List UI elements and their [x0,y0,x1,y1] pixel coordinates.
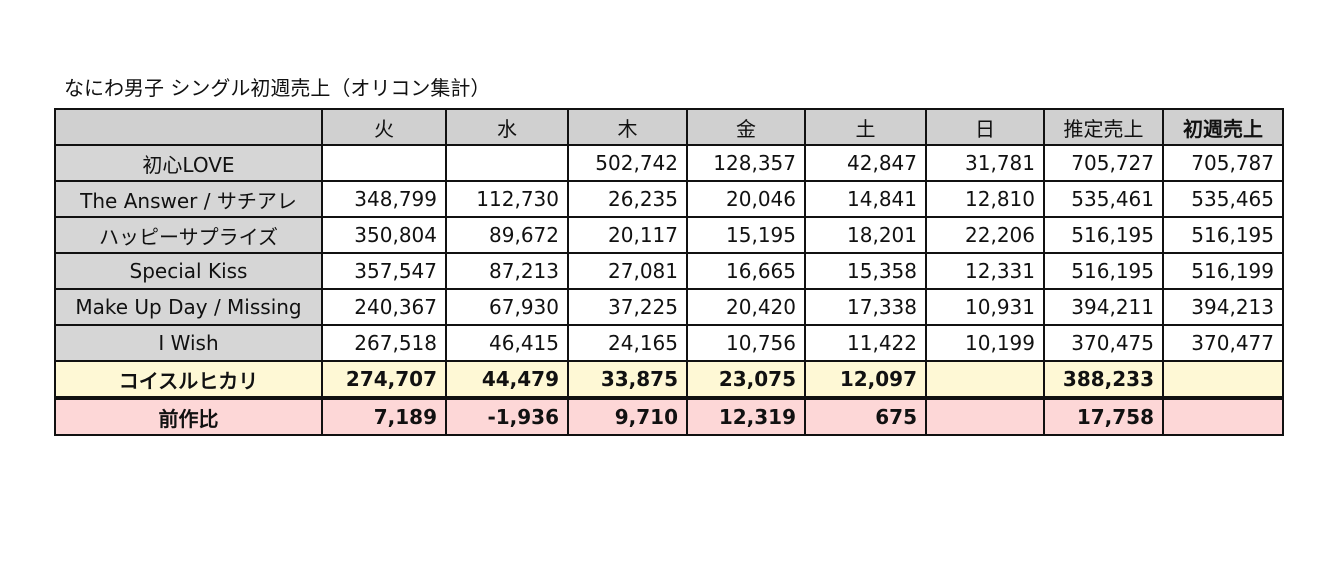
current-single-row: コイスルヒカリ 274,707 44,479 33,875 23,075 12,… [54,360,1284,399]
cell-sun: 12,810 [925,180,1045,218]
cell-wed [445,144,569,182]
diff-cell-tue: 7,189 [321,396,447,436]
current-cell-wed: 44,479 [445,360,569,399]
table-row: 初心LOVE 502,742 128,357 42,847 31,781 705… [54,144,1284,182]
cell-wed: 112,730 [445,180,569,218]
cell-sun: 12,331 [925,252,1045,290]
single-name: 初心LOVE [54,144,323,182]
cell-first-week: 394,213 [1162,288,1284,326]
table-row: Special Kiss 357,547 87,213 27,081 16,66… [54,252,1284,290]
current-cell-first-week [1162,360,1284,399]
single-name: ハッピーサプライズ [54,216,323,254]
table-row: The Answer / サチアレ 348,799 112,730 26,235… [54,180,1284,218]
cell-tue: 357,547 [321,252,447,290]
cell-tue: 267,518 [321,324,447,362]
header-sat: 土 [804,108,927,146]
header-sun: 日 [925,108,1045,146]
cell-sat: 18,201 [804,216,927,254]
cell-thu: 24,165 [567,324,688,362]
cell-tue: 348,799 [321,180,447,218]
diff-cell-wed: -1,936 [445,396,569,436]
cell-tue: 240,367 [321,288,447,326]
cell-thu: 502,742 [567,144,688,182]
header-thu: 木 [567,108,688,146]
header-wed: 水 [445,108,569,146]
cell-sun: 10,199 [925,324,1045,362]
cell-thu: 27,081 [567,252,688,290]
cell-first-week: 535,465 [1162,180,1284,218]
cell-estimated: 394,211 [1043,288,1164,326]
diff-cell-sat: 675 [804,396,927,436]
header-row: 火 水 木 金 土 日 推定売上 初週売上 [54,108,1284,146]
header-estimated-sales: 推定売上 [1043,108,1164,146]
cell-sat: 11,422 [804,324,927,362]
single-name: I Wish [54,324,323,362]
cell-wed: 89,672 [445,216,569,254]
current-cell-sun [925,360,1045,399]
cell-sun: 22,206 [925,216,1045,254]
cell-first-week: 705,787 [1162,144,1284,182]
table-row: I Wish 267,518 46,415 24,165 10,756 11,4… [54,324,1284,362]
cell-estimated: 370,475 [1043,324,1164,362]
cell-fri: 20,420 [686,288,806,326]
cell-fri: 20,046 [686,180,806,218]
cell-estimated: 705,727 [1043,144,1164,182]
cell-sat: 17,338 [804,288,927,326]
current-single-name: コイスルヒカリ [54,360,323,399]
cell-first-week: 516,199 [1162,252,1284,290]
single-name: Special Kiss [54,252,323,290]
table-row: Make Up Day / Missing 240,367 67,930 37,… [54,288,1284,326]
cell-wed: 87,213 [445,252,569,290]
cell-tue [321,144,447,182]
table-row: ハッピーサプライズ 350,804 89,672 20,117 15,195 1… [54,216,1284,254]
cell-fri: 15,195 [686,216,806,254]
diff-cell-fri: 12,319 [686,396,806,436]
comparison-label: 前作比 [54,396,323,436]
cell-tue: 350,804 [321,216,447,254]
cell-thu: 26,235 [567,180,688,218]
diff-cell-first-week [1162,396,1284,436]
cell-wed: 67,930 [445,288,569,326]
cell-estimated: 535,461 [1043,180,1164,218]
cell-thu: 37,225 [567,288,688,326]
current-cell-thu: 33,875 [567,360,688,399]
header-fri: 金 [686,108,806,146]
cell-fri: 128,357 [686,144,806,182]
cell-first-week: 370,477 [1162,324,1284,362]
cell-first-week: 516,195 [1162,216,1284,254]
current-cell-estimated: 388,233 [1043,360,1164,399]
cell-sun: 31,781 [925,144,1045,182]
diff-cell-estimated: 17,758 [1043,396,1164,436]
diff-cell-thu: 9,710 [567,396,688,436]
header-first-week-sales: 初週売上 [1162,108,1284,146]
current-cell-fri: 23,075 [686,360,806,399]
cell-sat: 42,847 [804,144,927,182]
sales-table: 火 水 木 金 土 日 推定売上 初週売上 初心LOVE 502,742 128… [54,108,1284,436]
diff-cell-sun [925,396,1045,436]
single-name: Make Up Day / Missing [54,288,323,326]
cell-estimated: 516,195 [1043,216,1164,254]
header-tue: 火 [321,108,447,146]
current-cell-tue: 274,707 [321,360,447,399]
cell-wed: 46,415 [445,324,569,362]
header-blank-cell [54,108,323,146]
current-cell-sat: 12,097 [804,360,927,399]
single-name: The Answer / サチアレ [54,180,323,218]
table-title: なにわ男子 シングル初週売上（オリコン集計） [64,76,491,100]
previous-comparison-row: 前作比 7,189 -1,936 9,710 12,319 675 17,758 [54,396,1284,436]
cell-sat: 15,358 [804,252,927,290]
cell-thu: 20,117 [567,216,688,254]
cell-sun: 10,931 [925,288,1045,326]
cell-estimated: 516,195 [1043,252,1164,290]
cell-fri: 16,665 [686,252,806,290]
cell-fri: 10,756 [686,324,806,362]
cell-sat: 14,841 [804,180,927,218]
